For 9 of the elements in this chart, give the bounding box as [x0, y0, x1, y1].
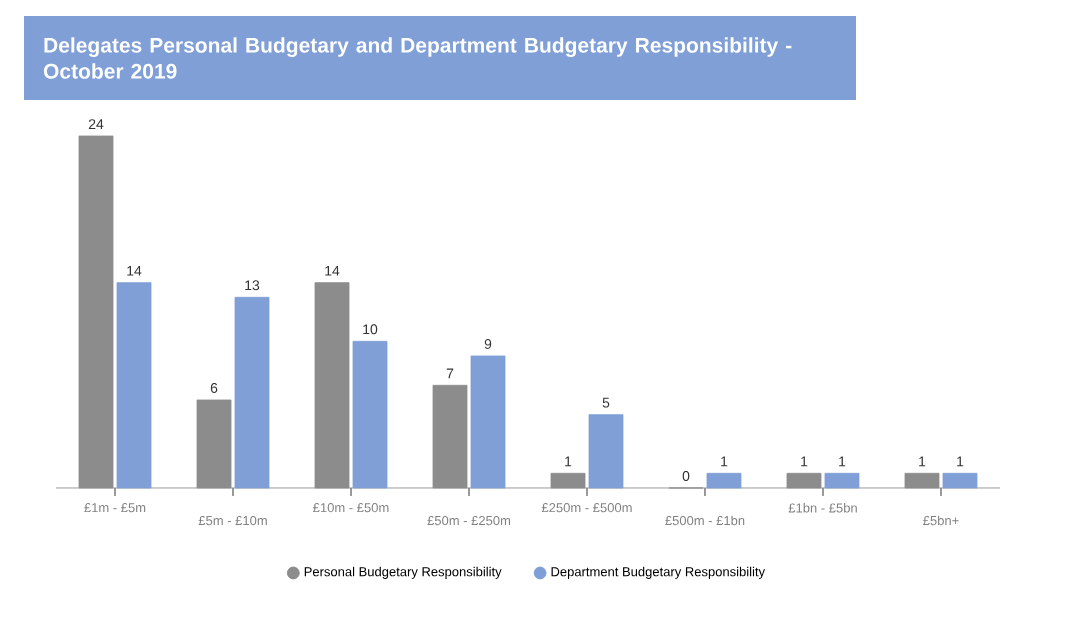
bar — [706, 472, 742, 489]
bar — [942, 472, 978, 489]
bar — [234, 296, 270, 489]
bar — [352, 340, 388, 489]
bar — [824, 472, 860, 489]
bar — [470, 355, 506, 489]
chart-title: Delegates Personal Budgetary and Department Budgetary Responsibility - October 2019 — [43, 37, 792, 79]
bar — [588, 414, 624, 489]
bar — [116, 282, 152, 489]
